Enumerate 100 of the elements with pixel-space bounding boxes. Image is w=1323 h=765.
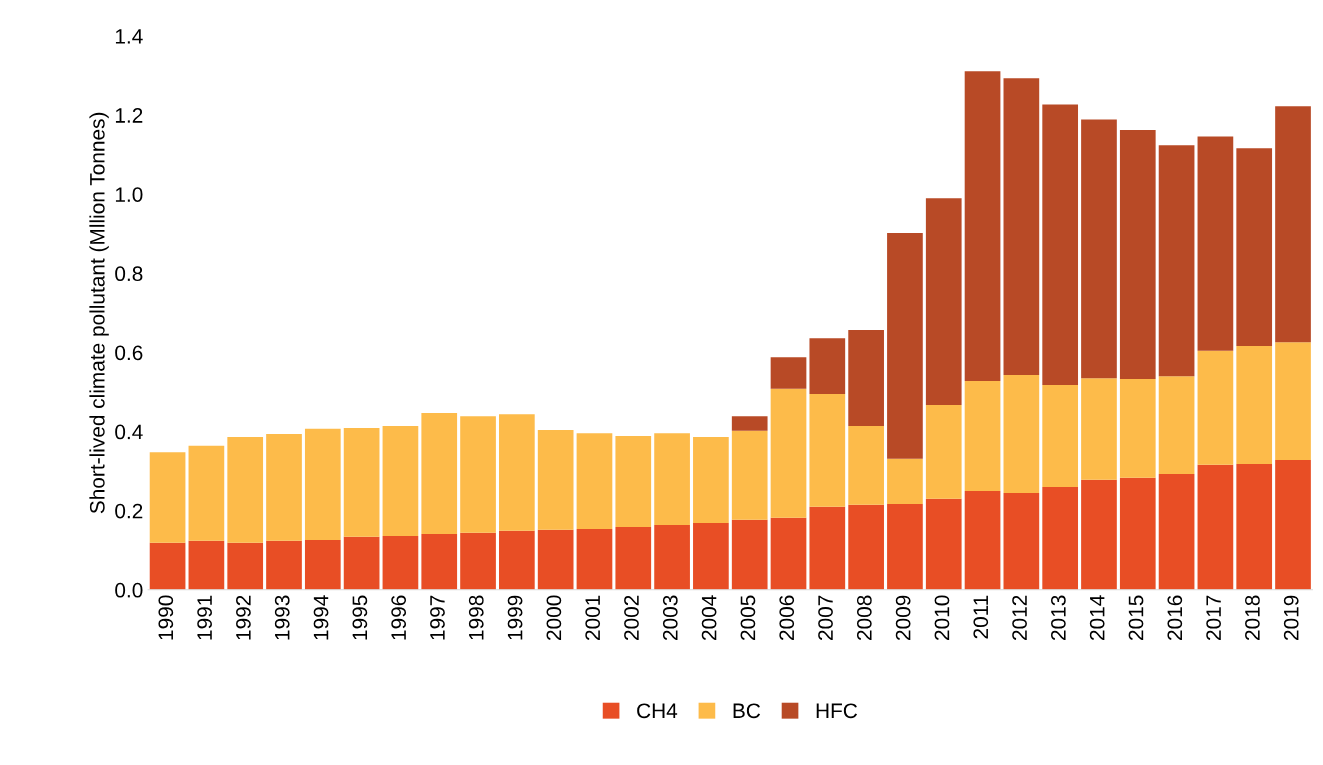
- x-tick-label: 1992: [236, 595, 251, 640]
- y-tick-label: 0.4: [115, 424, 143, 440]
- x-tick-label: 1998: [468, 595, 484, 640]
- bar: [1003, 375, 1040, 493]
- bar: [1197, 464, 1234, 590]
- legend-label: BC: [733, 703, 761, 719]
- x-tick-label: 2013: [1051, 595, 1066, 640]
- bar: [1003, 492, 1040, 590]
- x-tick-label: 2011: [973, 595, 989, 639]
- bar: [848, 426, 884, 505]
- x-tick-label: 2002: [624, 595, 639, 640]
- bar: [343, 536, 380, 590]
- bar: [1236, 464, 1273, 590]
- bar: [1042, 384, 1079, 487]
- legend-label: CH4: [637, 703, 678, 719]
- bar: [1275, 460, 1311, 590]
- bar: [576, 528, 613, 590]
- bar: [1275, 342, 1311, 461]
- x-tick-label: 2015: [1128, 595, 1144, 640]
- x-tick-label: 2012: [1012, 595, 1027, 640]
- bar: [1158, 473, 1195, 590]
- bar: [537, 529, 574, 590]
- bar: [421, 412, 458, 535]
- bar: [964, 71, 1001, 381]
- y-tick-label: 1.4: [115, 29, 143, 44]
- bar: [227, 437, 264, 543]
- y-tick-label: 1.2: [115, 108, 143, 123]
- bar: [266, 540, 302, 590]
- bar: [809, 506, 846, 590]
- x-tick-label: 2001: [585, 595, 601, 640]
- bar: [149, 542, 186, 590]
- bar: [382, 536, 419, 590]
- x-tick-label: 1993: [274, 595, 290, 640]
- bar: [149, 452, 186, 543]
- bar: [382, 426, 419, 537]
- bar: [1197, 136, 1234, 351]
- x-tick-label: 2019: [1283, 595, 1299, 640]
- bar: [654, 433, 690, 525]
- bar: [1197, 350, 1234, 465]
- bar: [1236, 148, 1273, 347]
- y-tick-label: 0.0: [115, 582, 143, 598]
- x-tick-label: 2014: [1089, 595, 1105, 640]
- bar: [809, 338, 846, 394]
- x-tick-label: 2010: [934, 595, 950, 640]
- bar: [925, 498, 962, 590]
- bar: [1158, 376, 1195, 474]
- bar: [770, 517, 807, 590]
- bar: [654, 524, 690, 590]
- x-tick-label: 1999: [507, 595, 523, 640]
- bar: [188, 445, 225, 541]
- y-tick-label: 1.0: [115, 187, 143, 202]
- x-tick-label: 2003: [662, 595, 678, 640]
- legend-label: HFC: [816, 703, 858, 719]
- x-tick-label: 1990: [158, 595, 174, 640]
- bar: [693, 522, 729, 590]
- bar: [1275, 106, 1311, 343]
- bar: [731, 430, 768, 520]
- bar: [770, 357, 807, 389]
- x-tick-label: 2009: [895, 595, 911, 640]
- x-tick-label: 2000: [546, 595, 562, 640]
- bar: [1119, 378, 1156, 478]
- bar: [615, 526, 652, 590]
- x-tick-label: 1994: [313, 595, 329, 640]
- bar: [1081, 479, 1117, 590]
- y-tick-label: 0.2: [115, 503, 143, 519]
- bar: [421, 534, 458, 590]
- bar: [1042, 486, 1079, 590]
- x-tick-label: 1997: [430, 595, 445, 640]
- bar: [887, 458, 923, 504]
- bar: [304, 539, 341, 590]
- bar: [1236, 346, 1273, 465]
- bar: [964, 380, 1001, 491]
- bar: [460, 532, 496, 590]
- bar: [731, 519, 768, 590]
- x-tick-label: 1995: [352, 595, 368, 640]
- bar: [304, 428, 341, 540]
- x-tick-label: 2007: [818, 595, 833, 640]
- bar: [1158, 145, 1195, 377]
- bar: [1081, 378, 1117, 480]
- bar: [809, 393, 846, 507]
- bar: [1003, 78, 1040, 375]
- bar: [576, 433, 613, 529]
- x-tick-label: 2006: [779, 595, 795, 640]
- bar: [848, 504, 884, 590]
- bar: [343, 428, 380, 537]
- bar: [188, 540, 225, 590]
- x-tick-label: 2017: [1206, 595, 1221, 640]
- x-tick-label: 2016: [1167, 595, 1183, 640]
- bar: [266, 433, 302, 541]
- bar: [770, 388, 807, 518]
- y-tick-label: 0.8: [115, 266, 143, 282]
- x-tick-label: 2008: [856, 595, 872, 640]
- y-tick-label: 0.6: [115, 345, 143, 361]
- bar: [887, 232, 923, 459]
- bar: [615, 435, 652, 527]
- bar: [460, 416, 496, 533]
- x-tick-label: 1991: [197, 595, 212, 640]
- bar: [887, 503, 923, 590]
- bar: [537, 429, 574, 530]
- bar: [731, 416, 768, 431]
